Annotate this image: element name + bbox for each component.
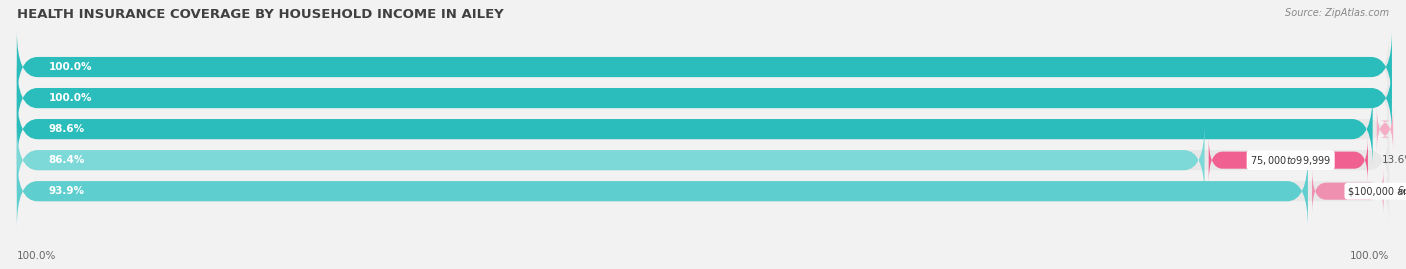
FancyBboxPatch shape xyxy=(17,62,1392,134)
FancyBboxPatch shape xyxy=(17,93,1389,166)
FancyBboxPatch shape xyxy=(17,93,1372,166)
Text: 93.9%: 93.9% xyxy=(48,186,84,196)
Text: HEALTH INSURANCE COVERAGE BY HOUSEHOLD INCOME IN AILEY: HEALTH INSURANCE COVERAGE BY HOUSEHOLD I… xyxy=(17,8,503,21)
Text: $100,000 and over: $100,000 and over xyxy=(1348,186,1406,196)
Text: 98.6%: 98.6% xyxy=(48,124,84,134)
Text: 100.0%: 100.0% xyxy=(1350,251,1389,261)
Text: 13.6%: 13.6% xyxy=(1382,155,1406,165)
FancyBboxPatch shape xyxy=(1376,107,1393,152)
FancyBboxPatch shape xyxy=(17,31,1392,104)
Text: 100.0%: 100.0% xyxy=(48,93,91,103)
Text: 86.4%: 86.4% xyxy=(48,155,84,165)
Text: 100.0%: 100.0% xyxy=(48,62,91,72)
FancyBboxPatch shape xyxy=(1209,138,1368,183)
FancyBboxPatch shape xyxy=(17,155,1389,228)
Text: 100.0%: 100.0% xyxy=(17,251,56,261)
FancyBboxPatch shape xyxy=(17,155,1308,228)
FancyBboxPatch shape xyxy=(17,62,1389,134)
FancyBboxPatch shape xyxy=(1312,169,1384,214)
Text: Source: ZipAtlas.com: Source: ZipAtlas.com xyxy=(1285,8,1389,18)
FancyBboxPatch shape xyxy=(17,124,1205,197)
Text: $75,000 to $99,999: $75,000 to $99,999 xyxy=(1250,154,1331,167)
Text: 6.1%: 6.1% xyxy=(1398,186,1406,196)
FancyBboxPatch shape xyxy=(17,124,1389,197)
FancyBboxPatch shape xyxy=(17,31,1389,104)
